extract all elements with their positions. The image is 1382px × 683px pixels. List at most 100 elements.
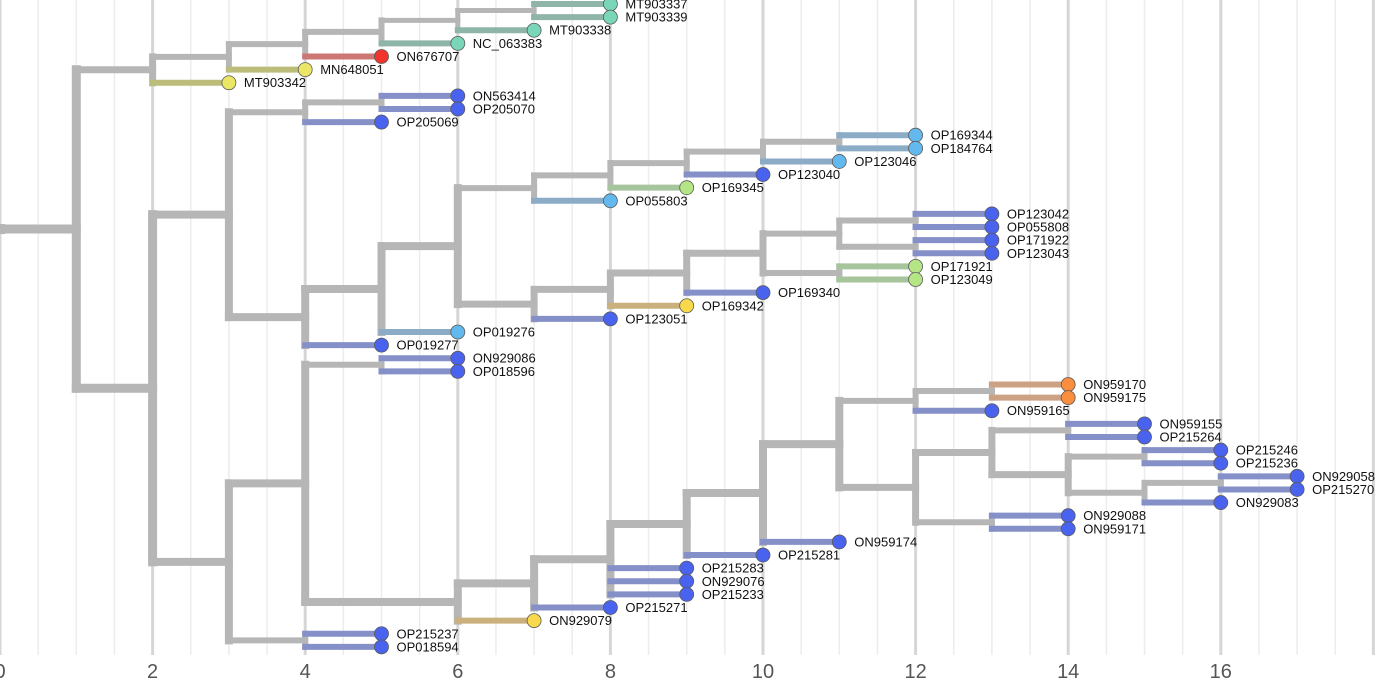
tip-node[interactable] [1213, 455, 1229, 471]
tip-label: OP169344 [931, 128, 993, 143]
tip-label: OP205069 [397, 115, 459, 130]
tip-node[interactable] [984, 245, 1000, 261]
axis-tick-label: 6 [452, 661, 463, 683]
tip-node[interactable] [374, 114, 389, 130]
tip-node[interactable] [984, 232, 1000, 248]
tip-node[interactable] [374, 626, 389, 642]
tip-label: OP018596 [473, 364, 535, 379]
tip-label: ON929086 [473, 351, 536, 366]
tip-node[interactable] [908, 258, 923, 274]
tip-label: OP171921 [931, 259, 993, 274]
tip-label: OP123049 [931, 272, 993, 287]
tip-label: ON959171 [1083, 521, 1146, 536]
tip-label: OP215281 [778, 548, 840, 563]
tip-node[interactable] [374, 337, 389, 353]
tip-label: ON563414 [473, 88, 536, 103]
tip-label: OP055803 [625, 193, 687, 208]
axis-tick-label: 0 [0, 661, 6, 683]
tip-node[interactable] [1213, 442, 1229, 458]
tip-label: MT903342 [244, 75, 306, 90]
tip-node[interactable] [831, 534, 847, 550]
tip-node[interactable] [374, 49, 389, 64]
tip-node[interactable] [679, 298, 695, 314]
tip-node[interactable] [831, 154, 847, 169]
tip-node[interactable] [297, 62, 313, 77]
tip-label: OP123043 [1007, 246, 1069, 261]
tip-label: ON959170 [1083, 377, 1146, 392]
tip-label: OP171922 [1007, 233, 1069, 248]
tip-node[interactable] [908, 127, 923, 143]
tip-label: NC_063383 [473, 36, 542, 51]
axis-tick-label: 16 [1210, 661, 1232, 683]
tip-label: OP215270 [1312, 482, 1374, 497]
tip-node[interactable] [450, 350, 466, 366]
tip-node[interactable] [603, 311, 618, 327]
tip-node[interactable] [1060, 508, 1076, 524]
axis-tick-label: 2 [147, 661, 158, 683]
tip-label: OP215246 [1236, 443, 1298, 458]
tip-label: OP123051 [625, 311, 687, 326]
tip-label: OP215264 [1160, 429, 1222, 444]
tip-label: ON959174 [854, 534, 917, 549]
tip-node[interactable] [679, 573, 695, 589]
tip-label: OP215283 [702, 561, 764, 576]
tip-node[interactable] [1060, 377, 1076, 392]
tip-label: MT903338 [549, 23, 611, 38]
tip-node[interactable] [755, 547, 771, 563]
tip-node[interactable] [1213, 495, 1229, 510]
axis-tick-label: 8 [605, 661, 616, 683]
tip-node[interactable] [1060, 521, 1076, 537]
tip-node[interactable] [1289, 468, 1305, 484]
tip-node[interactable] [526, 22, 542, 38]
tip-node[interactable] [526, 613, 542, 629]
tip-node[interactable] [1137, 429, 1152, 445]
tip-label: OP169342 [702, 298, 764, 313]
tip-label: ON929058 [1312, 469, 1375, 484]
tip-node[interactable] [679, 587, 695, 602]
tip-label: OP018594 [397, 639, 459, 654]
tip-label: MN648051 [320, 62, 384, 77]
x-axis: 0 2 4 6 8 10 12 14 16 [0, 661, 1232, 683]
tree-branches [0, 1, 1301, 650]
tip-label: OP169340 [778, 285, 840, 300]
tip-node[interactable] [1137, 416, 1152, 432]
tip-label: OP123040 [778, 167, 840, 182]
tip-label: OP123042 [1007, 206, 1069, 221]
tip-label: OP215236 [1236, 456, 1298, 471]
tip-node[interactable] [450, 324, 466, 340]
tip-node[interactable] [679, 560, 695, 576]
tip-node[interactable] [603, 193, 618, 209]
axis-tick-label: 4 [300, 661, 311, 683]
tip-label: ON959155 [1160, 416, 1223, 431]
tip-node[interactable] [374, 639, 389, 655]
tip-node[interactable] [450, 88, 466, 104]
tip-node[interactable] [1289, 482, 1305, 497]
tip-node[interactable] [908, 140, 923, 156]
tip-node[interactable] [755, 285, 771, 301]
tip-node[interactable] [603, 600, 618, 615]
tip-label: OP215271 [625, 600, 687, 615]
tip-label: ON929076 [702, 574, 765, 589]
tip-node[interactable] [1060, 390, 1076, 406]
tip-node[interactable] [603, 0, 618, 12]
axis-tick-label: 12 [904, 661, 926, 683]
tip-node[interactable] [984, 206, 1000, 222]
tip-node[interactable] [755, 167, 771, 182]
tip-node[interactable] [221, 75, 237, 91]
tip-label: OP169345 [702, 180, 764, 195]
tip-node[interactable] [984, 403, 1000, 419]
tip-node[interactable] [984, 219, 1000, 235]
tip-node[interactable] [603, 9, 618, 25]
axis-tick-label: 14 [1057, 661, 1079, 683]
tip-node[interactable] [450, 363, 466, 379]
tip-label: OP123046 [854, 154, 916, 169]
tip-label: OP019277 [397, 338, 459, 353]
tip-node[interactable] [450, 35, 466, 51]
tip-node[interactable] [679, 180, 695, 196]
tip-label: ON959175 [1083, 390, 1146, 405]
tip-node[interactable] [908, 272, 923, 287]
tip-label: ON929083 [1236, 495, 1299, 510]
tip-node[interactable] [450, 101, 466, 117]
